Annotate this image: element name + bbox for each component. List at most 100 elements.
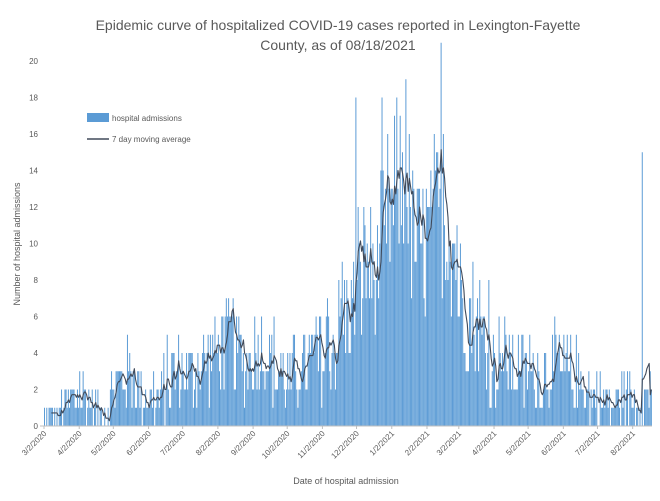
admission-bar xyxy=(186,353,188,426)
admission-bar xyxy=(219,371,220,426)
admission-bar xyxy=(174,389,176,426)
admission-bar xyxy=(273,316,275,426)
admission-bar xyxy=(253,389,255,426)
admission-bar xyxy=(144,407,145,426)
admission-bar xyxy=(608,389,610,426)
admission-bar xyxy=(207,334,209,426)
admission-bar xyxy=(581,389,583,426)
admission-bar xyxy=(400,225,402,426)
admission-bar xyxy=(515,389,517,426)
admission-bar xyxy=(451,243,453,426)
admission-bar xyxy=(422,188,424,426)
admission-bar xyxy=(182,371,184,426)
admission-bar xyxy=(63,407,65,426)
admission-bar xyxy=(198,371,200,426)
x-tick-label: 5/2/2021 xyxy=(504,429,533,458)
admission-bar xyxy=(391,188,393,426)
admission-bar xyxy=(372,243,374,426)
admission-bar xyxy=(339,316,341,426)
admission-bar xyxy=(294,334,296,426)
admission-bar xyxy=(276,389,278,426)
y-tick-label: 16 xyxy=(29,130,38,139)
admission-bar xyxy=(171,353,173,426)
admission-bar xyxy=(369,298,371,426)
admission-bar xyxy=(429,207,431,426)
admission-bar xyxy=(61,389,63,426)
admission-bar xyxy=(421,243,423,426)
admission-bar xyxy=(530,371,532,426)
admission-bar xyxy=(394,115,396,426)
admission-bar xyxy=(245,371,247,426)
admission-bar xyxy=(119,371,120,426)
admission-bar xyxy=(440,42,442,426)
admission-bar xyxy=(195,371,197,426)
admission-bar xyxy=(340,298,342,426)
admission-bar xyxy=(633,389,635,426)
admission-bar xyxy=(353,261,355,426)
admission-bar xyxy=(283,389,285,426)
admission-bar xyxy=(155,407,157,426)
admission-bar xyxy=(313,353,315,426)
admission-bar xyxy=(149,389,151,426)
admission-bar xyxy=(649,371,651,426)
admission-bar xyxy=(595,407,597,426)
admission-bar xyxy=(301,353,303,426)
admission-bar xyxy=(362,298,364,426)
admission-bar xyxy=(220,389,222,426)
admission-bar xyxy=(424,316,426,426)
admission-bar xyxy=(473,334,475,426)
admission-bar xyxy=(225,298,227,426)
admission-bar xyxy=(447,280,449,426)
admission-bar xyxy=(461,280,463,426)
admission-bar xyxy=(646,389,648,426)
admission-bar xyxy=(131,407,133,426)
admission-bar xyxy=(292,334,294,426)
x-axis-title: Date of hospital admission xyxy=(293,476,399,486)
admission-bar xyxy=(90,407,92,426)
y-tick-label: 14 xyxy=(29,167,38,176)
admission-bar xyxy=(623,371,625,426)
admission-bar xyxy=(401,152,403,426)
admission-bar xyxy=(188,353,190,426)
admission-bar xyxy=(83,389,85,426)
admission-bar xyxy=(51,407,53,426)
admission-bar xyxy=(383,225,385,426)
admission-bar xyxy=(562,371,564,426)
admission-bar xyxy=(287,353,289,426)
y-tick-label: 8 xyxy=(34,276,39,285)
admission-bar xyxy=(249,353,251,426)
admission-bar xyxy=(582,389,584,426)
admission-bar xyxy=(122,389,124,426)
admission-bar xyxy=(600,407,602,426)
admission-bar xyxy=(328,316,330,426)
admission-bar xyxy=(87,407,89,426)
admission-bar xyxy=(566,334,568,426)
admission-bar xyxy=(145,389,147,426)
admission-bar xyxy=(270,353,272,426)
y-tick-label: 18 xyxy=(29,94,38,103)
x-tick-label: 8/2/2020 xyxy=(194,429,223,458)
admission-bar xyxy=(236,316,238,426)
admission-bar xyxy=(569,371,571,426)
admission-bar xyxy=(138,371,140,426)
admission-bar xyxy=(295,371,297,426)
admission-bar xyxy=(558,334,560,426)
admission-bar xyxy=(405,79,407,426)
admission-bar xyxy=(254,316,256,426)
admission-bar xyxy=(516,389,518,426)
admission-bar xyxy=(430,170,432,426)
x-tick-label: 8/2/2021 xyxy=(609,429,638,458)
admission-bar xyxy=(472,261,474,426)
admission-bar xyxy=(361,334,363,426)
admission-bar xyxy=(336,353,338,426)
x-tick-label: 9/2/2020 xyxy=(229,429,258,458)
admission-bar xyxy=(88,389,90,426)
admission-bar xyxy=(139,407,141,426)
admission-bar xyxy=(482,316,484,426)
admission-bar xyxy=(407,243,409,426)
admission-bar xyxy=(436,152,438,426)
admission-bar xyxy=(475,316,477,426)
admission-bar xyxy=(374,334,376,426)
admission-bar xyxy=(204,353,206,426)
admission-bar xyxy=(140,371,142,426)
